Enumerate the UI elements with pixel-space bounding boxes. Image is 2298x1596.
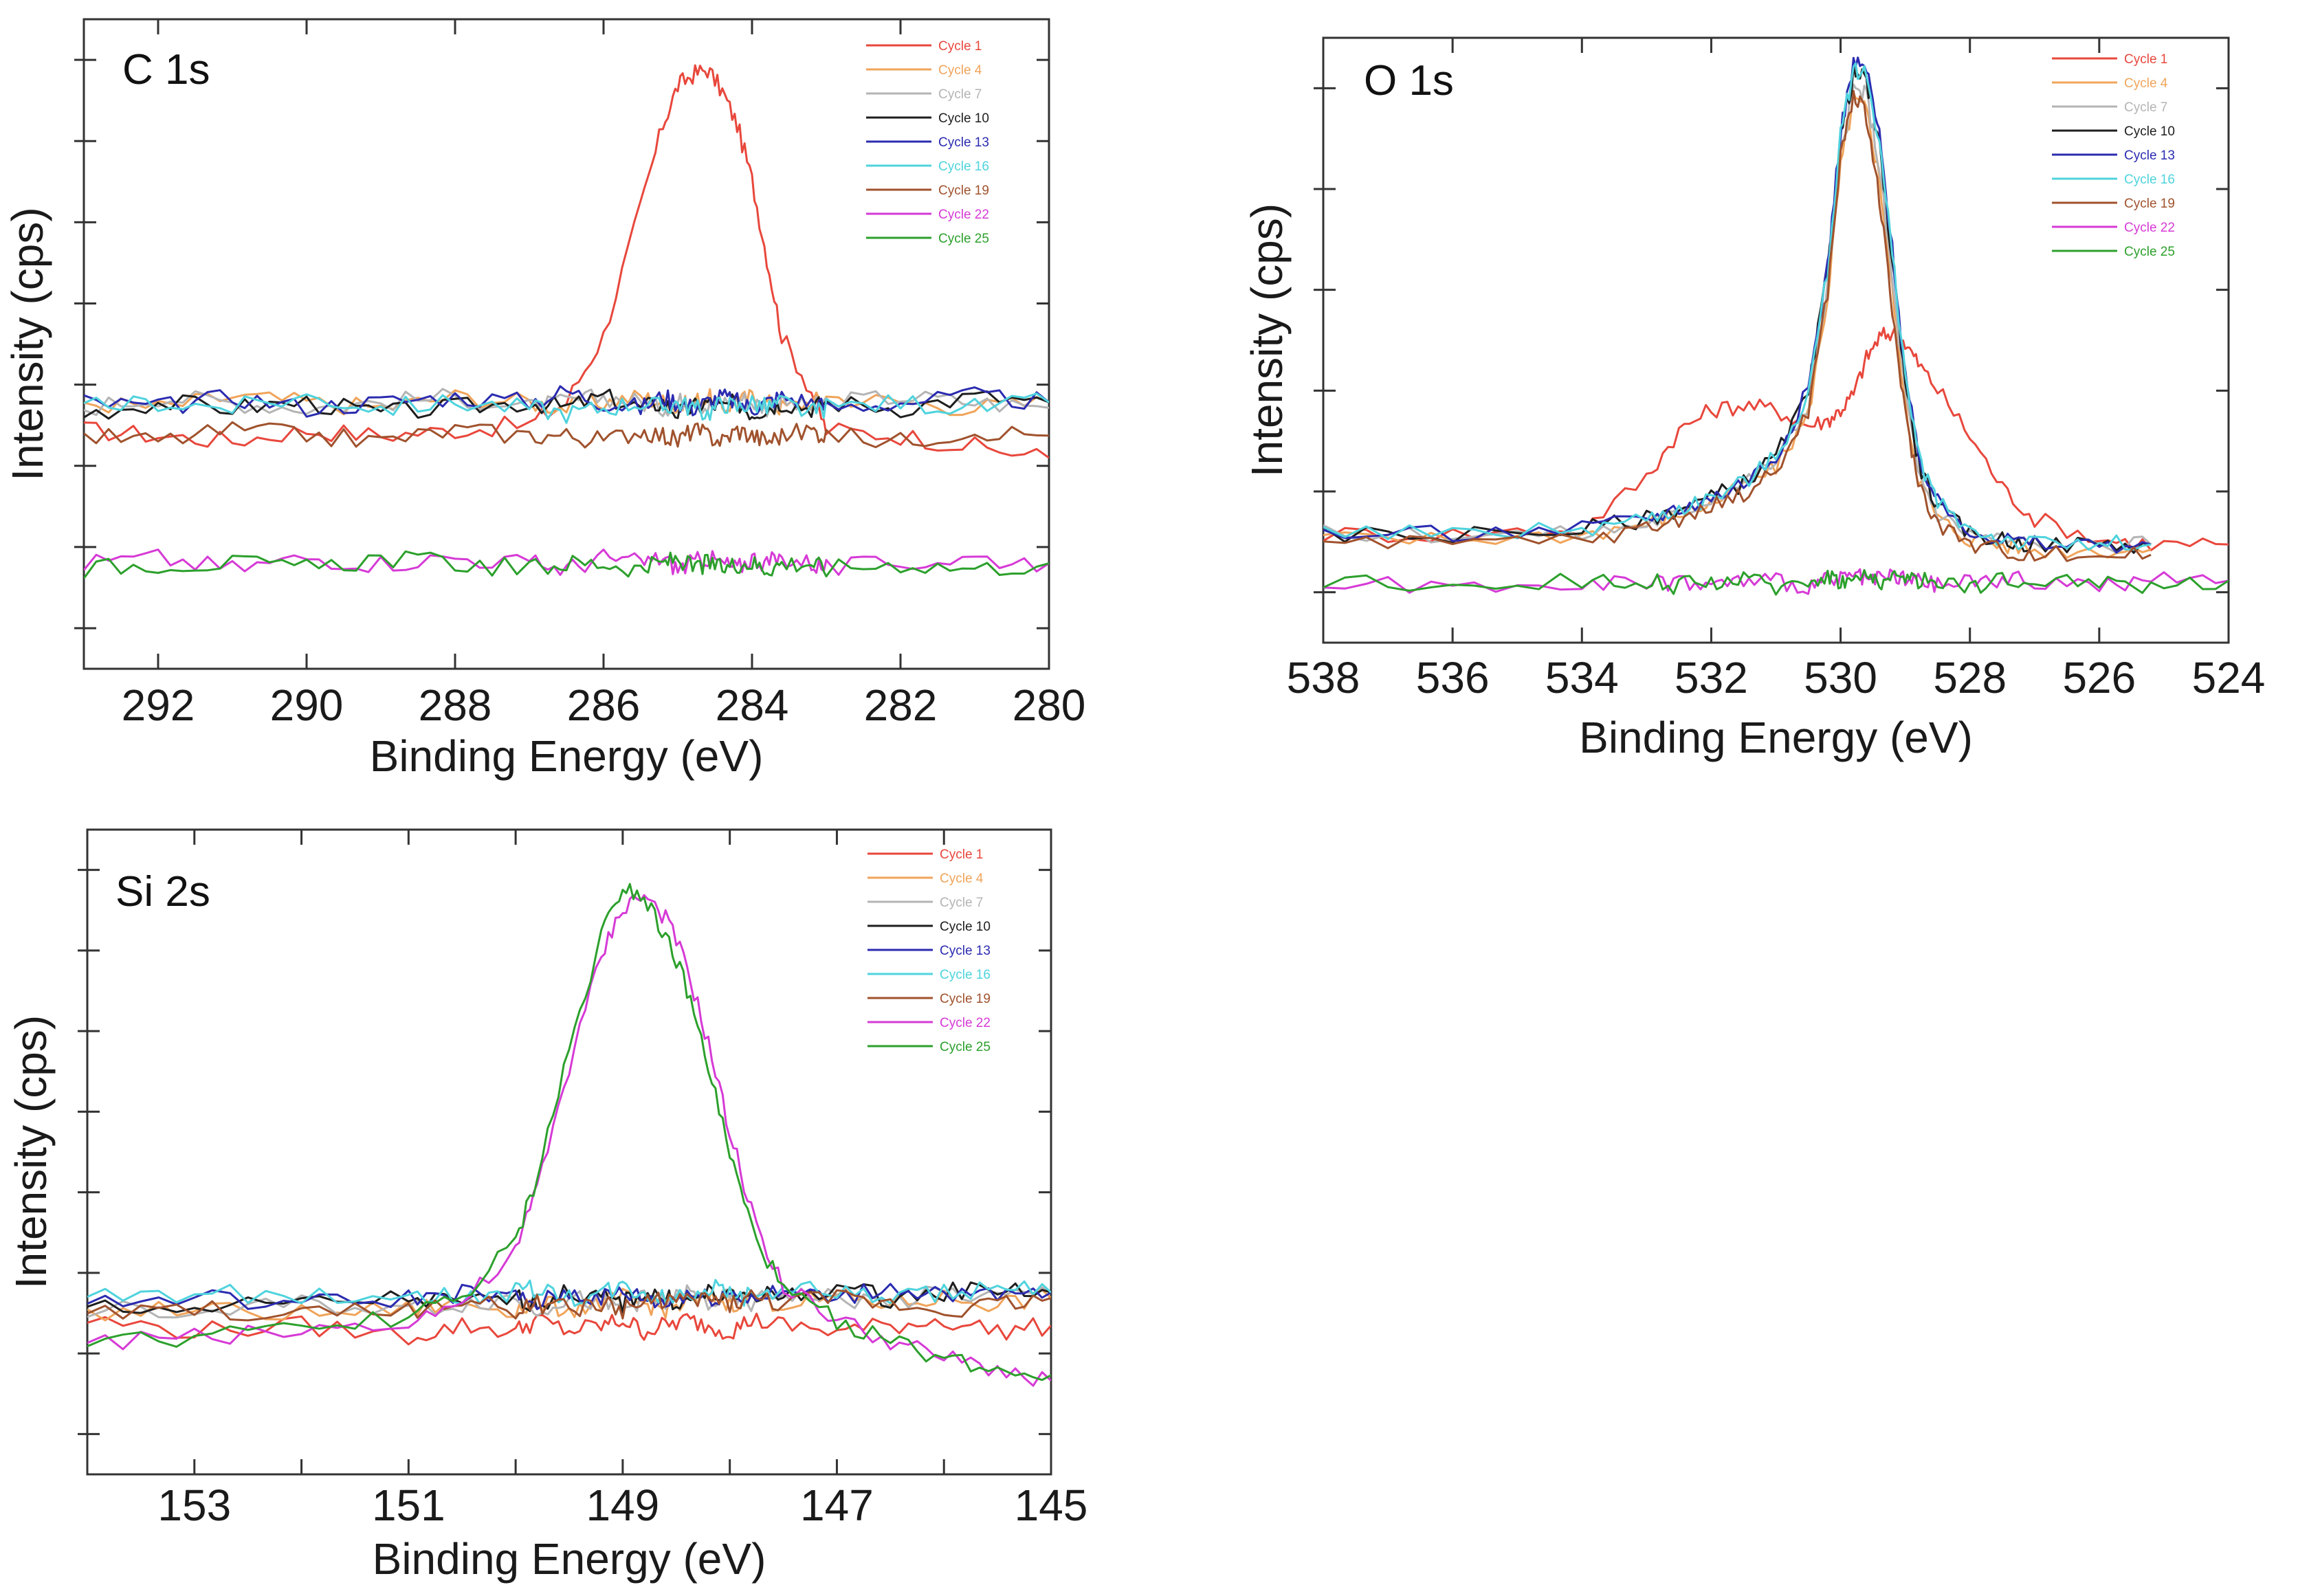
o1s-x-tick-label: 526 [2062,653,2136,702]
c1s-series-cycle-22 [84,548,1049,576]
o1s-legend-label: Cycle 1 [2124,52,2167,67]
c1s-series-cycle-19 [84,421,1049,449]
o1s-legend: Cycle 1 Cycle 4 Cycle 7 Cycle 10 Cycle 13 Cyc… [2052,52,2175,259]
o1s-series-cycle-13 [1323,56,2152,554]
si2s-legend-label: Cycle 1 [940,847,983,862]
o1s-plot-frame [1322,36,2230,644]
o1s-y-axis-title: Intensity (cps) [1242,203,1292,477]
c1s-series-cycle-16 [84,392,1049,424]
si2s-legend-label: Cycle 13 [940,944,991,958]
si2s-x-tick-label: 147 [800,1481,874,1530]
c1s-x-axis-title: Binding Energy (eV) [370,731,764,781]
o1s-series-cycle-1 [1323,326,2229,552]
o1s-legend-label: Cycle 22 [2124,221,2175,235]
o1s-legend-label: Cycle 10 [2124,124,2175,139]
o1s-legend-label: Cycle 25 [2124,245,2175,259]
si2s-legend-label: Cycle 10 [940,920,991,934]
o1s-legend-label: Cycle 19 [2124,197,2175,211]
o1s-x-tick-label: 538 [1287,653,1360,702]
si2s-legend-label: Cycle 7 [940,896,983,910]
c1s-x-tick-label: 280 [1013,680,1086,730]
o1s-title: O 1s [1364,57,1454,104]
c1s-legend: Cycle 1 Cycle 4 Cycle 7 Cycle 10 Cycle 13 Cyc… [866,39,989,246]
si2s-x-axis-title: Binding Energy (eV) [373,1534,766,1584]
c1s-plot-frame [82,18,1050,670]
c1s-x-tick-label: 284 [716,680,789,730]
o1s-x-tick-label: 536 [1416,653,1490,702]
c1s-title: C 1s [122,46,210,93]
si2s-series-cycle-25 [87,883,1051,1382]
c1s-x-tick-label: 282 [864,680,938,730]
si2s-title: Si 2s [115,868,210,916]
si2s-legend: Cycle 1 Cycle 4 Cycle 7 Cycle 10 Cycle 13 Cyc… [868,847,991,1054]
o1s-x-tick-label: 524 [2192,653,2266,702]
si2s-series-cycle-1 [87,1312,1051,1346]
si2s-legend-label: Cycle 16 [940,968,991,982]
si2s-x-tick-label: 153 [157,1481,231,1530]
o1s-legend-label: Cycle 7 [2124,100,2167,115]
c1s-series-cycle-25 [84,550,1049,579]
c1s-legend-label: Cycle 22 [938,208,989,222]
c1s-x-tick-label: 288 [419,680,492,730]
c1s-x-tick-label: 292 [122,680,195,730]
c1s-legend-label: Cycle 25 [938,232,989,246]
o1s-series-cycle-25 [1323,568,2229,596]
o1s-x-tick-label: 530 [1804,653,1877,702]
si2s-x-tick-label: 151 [372,1481,445,1530]
si2s-legend-label: Cycle 25 [940,1040,991,1054]
o1s-x-axis-title: Binding Energy (eV) [1579,713,1973,762]
o1s-series-cycle-19 [1323,89,2152,562]
c1s-y-axis-title: Intensity (cps) [3,207,52,480]
si2s-legend-label: Cycle 22 [940,1016,991,1030]
o1s-legend-label: Cycle 16 [2124,173,2175,187]
si2s-series-cycle-22 [87,894,1051,1387]
c1s-legend-label: Cycle 1 [938,39,982,54]
o1s-x-tick-label: 528 [1933,653,2007,702]
o1s-series-cycle-16 [1323,62,2152,551]
si2s-plot-frame [86,828,1052,1476]
c1s-legend-label: Cycle 4 [938,63,982,78]
c1s-x-tick-label: 290 [270,680,344,730]
si2s-y-axis-title: Intensity (cps) [6,1015,56,1289]
c1s-legend-label: Cycle 16 [938,159,989,174]
c1s-legend-label: Cycle 13 [938,135,989,150]
si2s-series-cycle-19 [87,1289,1051,1322]
si2s-legend-label: Cycle 4 [940,872,984,886]
c1s-legend-label: Cycle 19 [938,184,989,198]
o1s-legend-label: Cycle 13 [2124,148,2175,163]
si2s-series-cycle-13 [87,1283,1051,1311]
c1s-legend-label: Cycle 7 [938,87,982,102]
si2s-legend-label: Cycle 19 [940,992,991,1006]
o1s-x-tick-label: 534 [1545,653,1619,702]
si2s-x-tick-label: 149 [586,1481,659,1530]
o1s-legend-label: Cycle 4 [2124,76,2168,91]
si2s-x-tick-label: 145 [1015,1481,1088,1530]
c1s-x-tick-label: 286 [567,680,641,730]
c1s-legend-label: Cycle 10 [938,111,989,126]
c1s-series-cycle-4 [84,388,1049,417]
o1s-x-tick-label: 532 [1675,653,1748,702]
